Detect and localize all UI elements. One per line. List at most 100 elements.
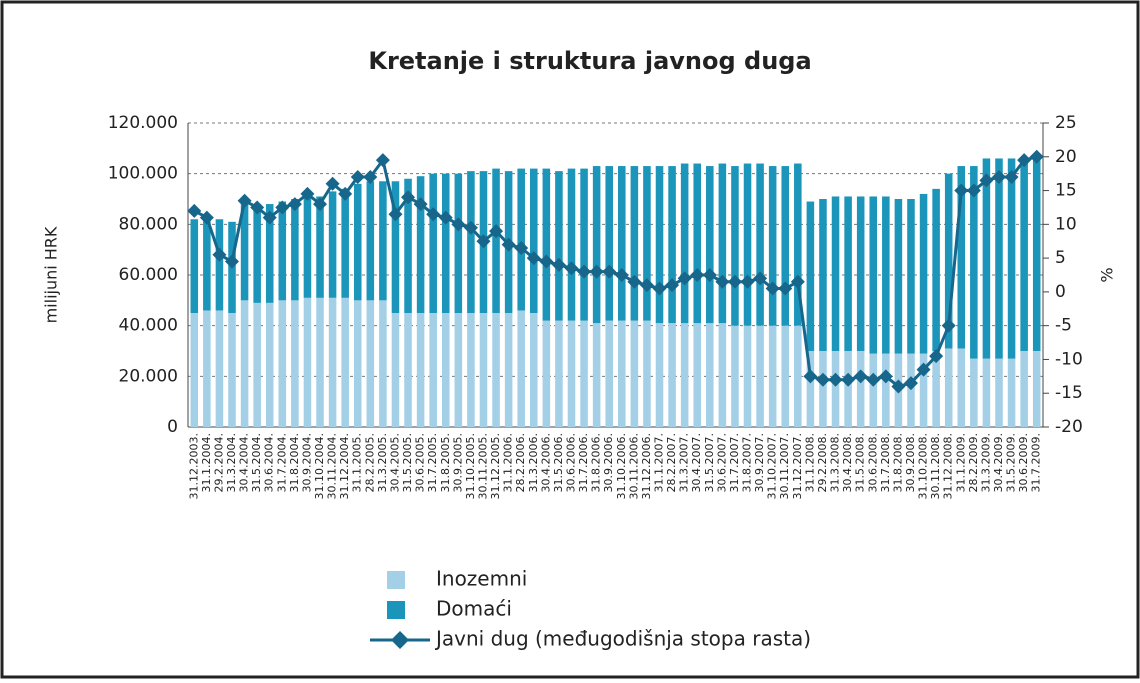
bar — [265, 204, 274, 303]
x-tick-label: 31.7.2009. — [1030, 433, 1043, 492]
bar — [844, 196, 852, 351]
bar — [240, 300, 249, 427]
marker — [727, 274, 742, 289]
bar — [341, 188, 349, 298]
marker — [652, 281, 667, 296]
x-tick-label: 29.2.2004. — [212, 433, 225, 492]
x-tick-label: 31.12.2005. — [489, 433, 502, 499]
x-tick-label: 31.5.2004. — [250, 433, 263, 492]
x-tick-label: 31.5.2006. — [552, 433, 565, 492]
marker — [262, 210, 277, 225]
marker — [199, 210, 214, 225]
bar — [291, 300, 299, 427]
x-tick-label: 31.3.2004. — [225, 433, 238, 492]
bar — [856, 351, 865, 427]
bar — [680, 163, 689, 324]
bar — [328, 191, 337, 298]
bar — [768, 166, 777, 326]
bar — [970, 358, 978, 427]
bar — [429, 173, 437, 313]
marker — [778, 281, 793, 296]
marker — [1029, 149, 1044, 164]
bar — [404, 313, 412, 427]
x-tick-label: 30.11.2008. — [929, 433, 942, 499]
x-tick-label: 31.7.2004. — [275, 433, 288, 492]
marker — [639, 278, 654, 293]
x-tick-label: 30.11.2005. — [476, 433, 489, 499]
bar — [504, 313, 513, 427]
x-tick-label: 31.1.2008. — [803, 433, 816, 492]
marker — [463, 220, 478, 235]
marker — [501, 237, 516, 252]
bar — [467, 171, 475, 313]
x-tick-label: 31.10.2006. — [615, 433, 628, 499]
marker — [426, 207, 441, 222]
marker — [338, 186, 353, 201]
bar — [366, 181, 375, 301]
x-tick-label: 31.10.2008. — [917, 433, 930, 499]
legend-marker — [391, 631, 409, 649]
x-tick-label: 28.2.2006. — [514, 433, 527, 492]
bar — [454, 173, 463, 313]
bar — [731, 166, 739, 326]
marker — [539, 254, 554, 269]
y-tick-label: 40.000 — [119, 316, 178, 336]
marker — [941, 318, 956, 333]
marker — [803, 369, 818, 384]
bar — [366, 300, 375, 427]
bar — [869, 353, 878, 427]
marker — [350, 170, 365, 185]
marker — [514, 240, 529, 255]
x-tick-label: 28.2.2009. — [967, 433, 980, 492]
bar — [441, 313, 450, 427]
y2-tick-label: 10 — [1055, 214, 1077, 234]
y-tick-label: 80.000 — [119, 214, 178, 234]
y2-tick-label: -10 — [1055, 349, 1083, 369]
bar — [592, 323, 601, 427]
x-tick-label: 31.3.2008. — [829, 433, 842, 492]
marker — [866, 372, 881, 387]
bar — [882, 353, 890, 427]
bar — [718, 163, 727, 324]
marker — [287, 197, 302, 212]
bar — [404, 178, 412, 313]
x-tick-label: 30.4.2009. — [992, 433, 1005, 492]
marker — [438, 210, 453, 225]
x-tick-label: 31.1.2009. — [954, 433, 967, 492]
marker — [614, 268, 629, 282]
bar — [379, 181, 387, 301]
bar — [794, 163, 802, 326]
x-tick-label: 30.11.2004. — [326, 433, 339, 499]
bar — [1007, 358, 1016, 427]
marker — [526, 251, 541, 266]
marker — [1017, 153, 1032, 168]
bar — [542, 168, 551, 321]
bar — [253, 302, 261, 427]
y-axis-label: milijuni HRK — [42, 226, 61, 323]
y2-tick-label: 15 — [1055, 181, 1077, 201]
bar — [479, 313, 488, 427]
bar — [454, 313, 463, 427]
x-tick-label: 31.7.2008. — [879, 433, 892, 492]
bar — [228, 313, 236, 427]
bar — [756, 163, 764, 326]
x-tick-label: 31.8.2006. — [590, 433, 603, 492]
bar — [592, 166, 601, 324]
marker — [765, 281, 780, 296]
marker — [325, 176, 340, 191]
bar — [882, 196, 890, 354]
x-tick-label: 31.1.2006. — [502, 433, 515, 492]
bar — [429, 313, 437, 427]
y-tick-label: 120.000 — [108, 113, 178, 133]
bar — [806, 201, 815, 351]
x-tick-label: 30.9.2004. — [300, 433, 313, 492]
marker — [275, 200, 290, 215]
bar — [668, 166, 676, 324]
x-tick-label: 31.8.2004. — [288, 433, 301, 492]
bar — [542, 320, 551, 427]
y2-axis-label: % — [1098, 267, 1117, 282]
bar — [844, 351, 852, 427]
marker — [677, 271, 692, 286]
x-tick-label: 30.6.2007. — [715, 433, 728, 492]
